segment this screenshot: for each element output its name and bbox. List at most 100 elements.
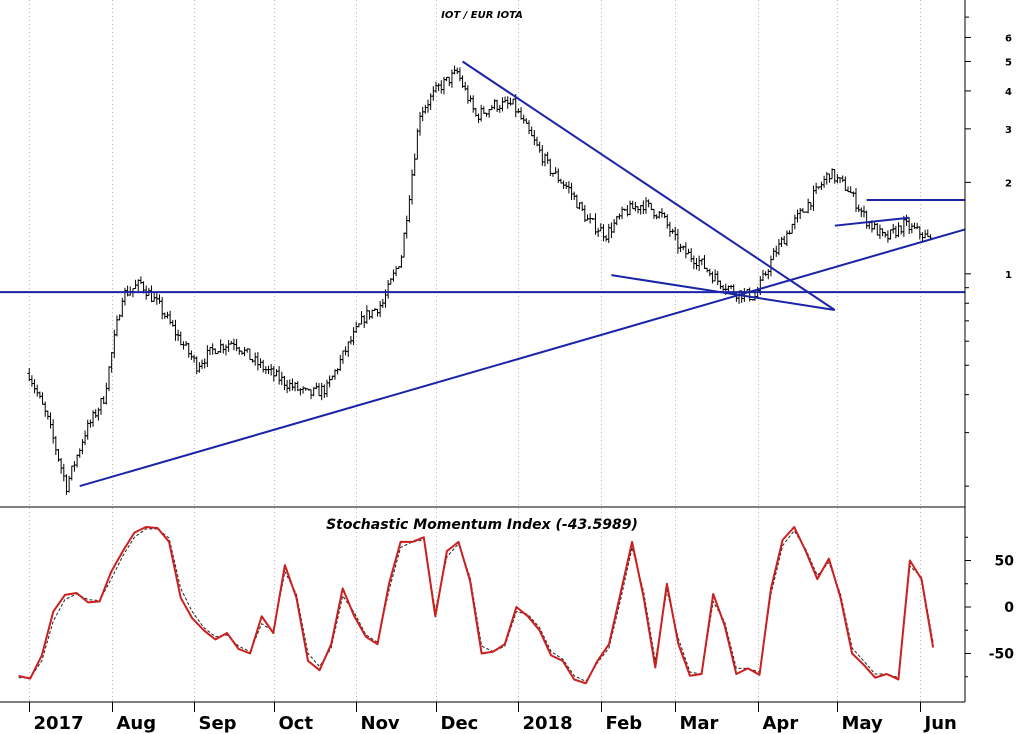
trendlines [0, 60, 966, 488]
price-bar [861, 205, 866, 218]
price-bar [893, 225, 898, 239]
price-bar [418, 111, 423, 136]
price-bar [545, 151, 550, 164]
price-bar [255, 352, 260, 371]
price-bar [449, 69, 454, 88]
price-bar [598, 223, 603, 232]
price-chart-title: IOT / EUR IOTA [441, 10, 523, 21]
price-bar [317, 383, 322, 397]
price-bar [675, 229, 680, 254]
price-bar [843, 176, 848, 191]
stochastic-title: Stochastic Momentum Index (-43.5989) [326, 517, 638, 533]
price-bar [343, 346, 348, 356]
price-bar [327, 375, 332, 388]
price-bar [229, 340, 234, 345]
price-tick-label: 5 [1005, 57, 1012, 68]
price-bar [40, 392, 45, 405]
price-bar [511, 98, 516, 105]
price-tick-label: 2 [1005, 178, 1012, 189]
price-bar [710, 271, 715, 284]
month-label: Sep [199, 713, 237, 734]
price-bar [686, 248, 691, 255]
price-bar [109, 352, 114, 373]
price-bar [447, 76, 452, 87]
price-bar [77, 448, 82, 458]
price-bar [899, 225, 904, 235]
price-bar [386, 280, 391, 299]
price-bar [324, 379, 329, 398]
price-bar [564, 181, 569, 189]
price-bar [61, 463, 66, 482]
price-bar [394, 266, 399, 277]
price-bar [234, 339, 239, 352]
price-bar [99, 397, 104, 415]
price-bar [197, 362, 202, 373]
price-bar [917, 226, 922, 240]
price-bar [628, 200, 633, 216]
price-bar [574, 194, 579, 209]
price-bar [282, 375, 287, 391]
price-bar [508, 97, 513, 106]
price-bar [72, 461, 77, 472]
month-label: 2018 [523, 713, 573, 734]
price-bar [290, 378, 295, 391]
price-bar [319, 382, 324, 401]
price-bar [117, 314, 122, 321]
price-bar [402, 232, 407, 258]
price-tick-label: 6 [1005, 33, 1012, 44]
price-bar [285, 379, 290, 394]
price-bar [811, 185, 816, 211]
price-bar [192, 354, 197, 363]
trendline [462, 60, 836, 311]
price-bar [364, 305, 369, 324]
price-bar [348, 336, 353, 345]
month-label: Aug [117, 713, 157, 734]
price-bar [787, 230, 792, 235]
price-bars [27, 65, 933, 495]
price-bar [691, 255, 696, 270]
price-tick-label: 1 [1005, 270, 1012, 281]
price-bar [53, 436, 58, 455]
price-bar [309, 389, 314, 400]
price-bar [848, 186, 853, 194]
price-bar [455, 67, 460, 75]
price-bar [194, 356, 199, 375]
price-bar [819, 181, 824, 191]
price-bar [37, 391, 42, 399]
price-bar [346, 341, 351, 357]
price-bar [532, 130, 537, 146]
price-bar [200, 359, 205, 369]
price-bar [790, 223, 795, 234]
price-bar [835, 174, 840, 184]
price-bar [85, 419, 90, 440]
price-bar [521, 114, 526, 124]
price-bar [667, 221, 672, 237]
price-bar [223, 344, 228, 356]
price-bar [606, 223, 611, 243]
price-bar [851, 191, 856, 197]
month-label: Oct [279, 713, 314, 734]
price-bar [269, 363, 274, 376]
price-bar [529, 126, 534, 137]
price-bar [218, 339, 223, 353]
price-bar [69, 465, 74, 481]
price-bar [795, 209, 800, 223]
price-bar [75, 454, 80, 468]
trendline [834, 216, 910, 227]
price-bar [173, 319, 178, 341]
price-bar [128, 286, 133, 296]
price-bar [189, 350, 194, 360]
price-bar [157, 294, 162, 304]
price-bar [673, 226, 678, 241]
price-bar [378, 300, 383, 318]
price-bar [32, 379, 37, 394]
price-bar [59, 458, 64, 474]
price-bar [713, 269, 718, 282]
price-bar [885, 230, 890, 243]
price-bar [93, 409, 98, 418]
price-bar [351, 327, 356, 346]
price-bar [391, 269, 396, 282]
price-bar [702, 255, 707, 269]
price-bar [697, 255, 702, 272]
price-bar [763, 271, 768, 277]
